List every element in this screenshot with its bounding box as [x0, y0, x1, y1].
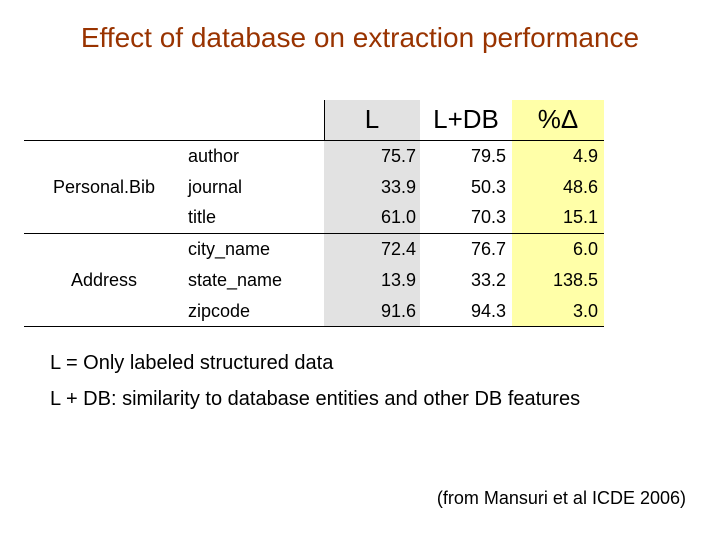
group-divider [24, 233, 604, 234]
header-l: L [364, 104, 380, 134]
l-db-value: 50.3 [470, 177, 506, 197]
field-name: author [188, 146, 240, 166]
l-value: 72.4 [380, 239, 416, 259]
field-name: state_name [188, 270, 283, 290]
table-row: author 75.7 79.5 4.9 [186, 141, 604, 172]
top-rule [24, 140, 324, 141]
l-db-value: 33.2 [470, 270, 506, 290]
note-l-db-definition: L + DB: similarity to database entities … [50, 388, 581, 410]
delta-value: 4.9 [572, 146, 598, 166]
delta-value: 138.5 [552, 270, 598, 290]
delta-value: 15.1 [562, 207, 598, 227]
field-name: zipcode [188, 301, 251, 321]
field-name: title [188, 207, 217, 227]
delta-column-shading [512, 100, 604, 327]
delta-value: 48.6 [562, 177, 598, 197]
header-rule [324, 140, 604, 141]
table-row: zipcode 91.6 94.3 3.0 [186, 296, 604, 327]
l-column-shading [324, 100, 420, 327]
table-row: title 61.0 70.3 15.1 [186, 202, 604, 233]
table-row: state_name 13.9 33.2 138.5 [186, 265, 604, 296]
header-delta: %Δ [537, 104, 579, 134]
l-value: 61.0 [380, 207, 416, 227]
bottom-rule [24, 326, 604, 327]
table-row: city_name 72.4 76.7 6.0 [186, 234, 604, 265]
l-db-value: 94.3 [470, 301, 506, 321]
l-db-value: 76.7 [470, 239, 506, 259]
field-name: journal [188, 177, 243, 197]
field-name: city_name [188, 239, 271, 259]
header-left-rule [324, 100, 325, 141]
slide-title: Effect of database on extraction perform… [80, 22, 640, 53]
delta-value: 3.0 [572, 301, 598, 321]
note-l-definition: L = Only labeled structured data [50, 352, 334, 374]
l-db-value: 79.5 [470, 146, 506, 166]
group-label-address: Address [70, 270, 138, 290]
l-value: 75.7 [380, 146, 416, 166]
l-value: 91.6 [380, 301, 416, 321]
table-row: journal 33.9 50.3 48.6 [186, 172, 604, 203]
l-value: 33.9 [380, 177, 416, 197]
delta-value: 6.0 [572, 239, 598, 259]
header-l-db: L+DB [433, 104, 499, 134]
l-value: 13.9 [380, 270, 416, 290]
l-db-value: 70.3 [470, 207, 506, 227]
citation: (from Mansuri et al ICDE 2006) [436, 488, 686, 508]
group-label-personal-bib: Personal.Bib [52, 177, 156, 197]
